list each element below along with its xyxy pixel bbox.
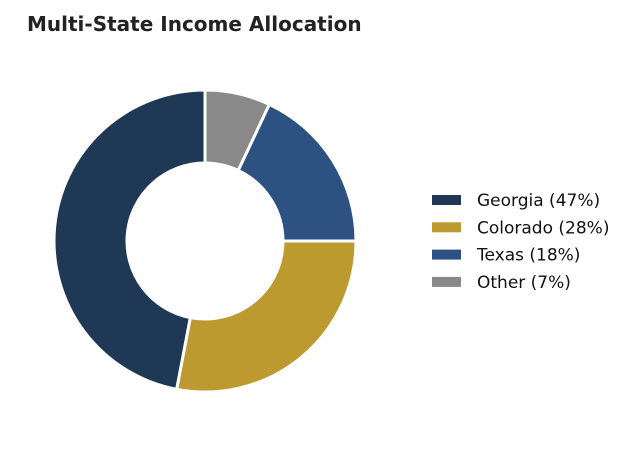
slice-colorado [174,239,358,394]
slice-texas [236,102,358,243]
legend-swatch [432,195,461,205]
legend-label: Colorado (28%) [477,218,609,238]
chart-title: Multi-State Income Allocation [27,12,362,36]
slice-other [203,88,272,173]
slices [52,88,358,394]
legend: Georgia (47%) Colorado (28%) Texas (18%) Ot… [432,191,609,293]
slice-georgia [52,88,207,392]
legend-label: Other (7%) [477,273,571,293]
legend-label: Texas (18%) [476,246,580,266]
legend-label: Georgia (47%) [477,191,600,211]
legend-swatch [432,276,461,287]
legend-swatch [432,222,461,233]
legend-swatch [432,249,461,260]
